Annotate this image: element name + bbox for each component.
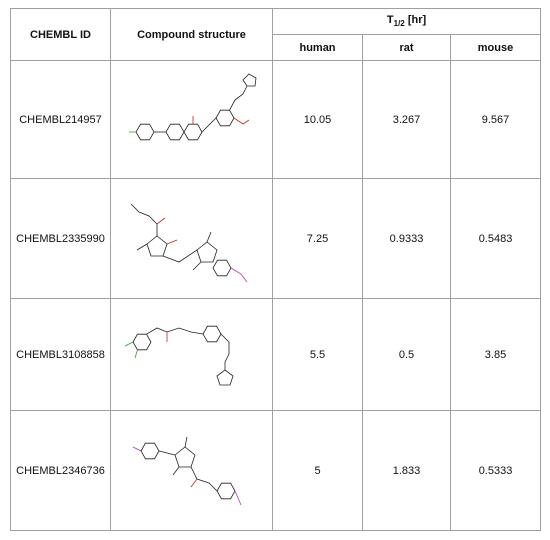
half-life: 3.85 xyxy=(449,298,542,411)
half-life: 3.267 xyxy=(362,60,451,179)
half-life: 5 xyxy=(272,410,363,531)
header-species: human xyxy=(272,34,363,61)
header-structure: Compound structure xyxy=(110,8,273,61)
half-life: 1.833 xyxy=(362,410,451,531)
unit: [hr] xyxy=(407,14,427,27)
symbol: T xyxy=(386,14,394,27)
half-life: 0.9333 xyxy=(362,178,451,299)
half-life: 7.25 xyxy=(272,178,363,299)
compound-structure xyxy=(130,203,247,282)
header-species: rat xyxy=(362,34,451,61)
subscript: 1/2 xyxy=(393,19,405,29)
compound-structure xyxy=(128,73,256,140)
structure-cell xyxy=(110,178,273,299)
compound-id: CHEMBL2346736 xyxy=(10,410,111,531)
half-life: 0.5 xyxy=(362,298,451,411)
compound-id: CHEMBL3108858 xyxy=(10,298,111,411)
compound-id: CHEMBL214957 xyxy=(10,60,111,179)
compound-structure xyxy=(132,436,241,505)
half-life-table: CHEMBL ID Compound structure T1/2 [hr] h… xyxy=(10,8,542,531)
half-life: 5.5 xyxy=(272,298,363,411)
half-life: 0.5483 xyxy=(449,178,542,299)
header-half-life: T1/2 [hr] xyxy=(271,8,542,35)
structure-cell xyxy=(110,60,273,179)
structure-cell xyxy=(110,410,273,531)
half-life: 9.567 xyxy=(449,60,542,179)
compound-id: CHEMBL2335990 xyxy=(10,178,111,299)
structure-cell xyxy=(110,298,273,411)
header-species: mouse xyxy=(449,34,542,61)
half-life: 0.5333 xyxy=(449,410,542,531)
header-id: CHEMBL ID xyxy=(10,8,111,61)
compound-structure xyxy=(124,325,233,385)
half-life: 10.05 xyxy=(272,60,363,179)
